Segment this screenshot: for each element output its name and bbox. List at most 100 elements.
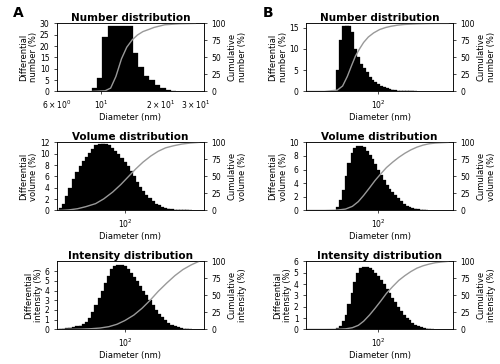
Bar [370, 164, 378, 210]
Bar [132, 182, 139, 210]
Y-axis label: Differential
number (%): Differential number (%) [268, 32, 287, 83]
Bar [140, 88, 166, 91]
Bar [379, 87, 386, 91]
Bar [144, 300, 152, 329]
Bar [342, 190, 348, 210]
Bar [85, 157, 92, 210]
Bar [62, 203, 70, 210]
Bar [354, 148, 360, 210]
Bar [142, 194, 148, 210]
Bar [396, 311, 403, 329]
Bar [107, 148, 114, 210]
Y-axis label: Cumulative
intensity (%): Cumulative intensity (%) [476, 269, 496, 322]
Bar [91, 312, 98, 329]
Bar [394, 198, 400, 210]
Bar [101, 290, 108, 329]
Bar [122, 166, 130, 210]
Bar [342, 25, 348, 91]
Bar [374, 84, 380, 91]
Bar [108, 26, 133, 91]
Bar [113, 154, 120, 210]
Bar [75, 172, 82, 210]
Bar [339, 200, 346, 210]
Bar [388, 90, 394, 91]
Title: Intensity distribution: Intensity distribution [317, 250, 442, 261]
Bar [150, 203, 158, 210]
Bar [399, 314, 406, 329]
Bar [382, 185, 388, 210]
Bar [385, 189, 392, 210]
Bar [110, 269, 118, 329]
Y-axis label: Cumulative
intensity (%): Cumulative intensity (%) [227, 269, 246, 322]
Bar [402, 318, 408, 329]
Bar [374, 170, 380, 210]
Bar [348, 163, 354, 210]
Bar [370, 273, 378, 329]
Bar [379, 180, 386, 210]
Bar [368, 159, 374, 210]
Bar [102, 37, 128, 91]
Bar [72, 328, 80, 329]
Bar [142, 295, 148, 329]
Bar [370, 82, 378, 91]
Bar [414, 209, 420, 210]
Y-axis label: Differential
intensity (%): Differential intensity (%) [273, 269, 292, 322]
Bar [362, 72, 368, 91]
Bar [163, 209, 170, 210]
Bar [120, 266, 127, 329]
X-axis label: Diameter (nm): Diameter (nm) [348, 232, 410, 241]
Bar [402, 206, 408, 210]
Bar [66, 328, 72, 329]
Bar [336, 328, 342, 329]
Bar [410, 325, 417, 329]
Bar [365, 155, 372, 210]
Bar [345, 25, 352, 91]
Bar [88, 153, 96, 210]
Bar [163, 323, 170, 329]
Title: Number distribution: Number distribution [70, 13, 190, 23]
Bar [176, 328, 183, 329]
Bar [94, 145, 102, 210]
Bar [362, 267, 368, 329]
Bar [359, 268, 366, 329]
Bar [166, 325, 173, 329]
Bar [124, 76, 149, 91]
Bar [170, 327, 176, 329]
Bar [408, 323, 414, 329]
Bar [119, 67, 144, 91]
Bar [345, 314, 352, 329]
Bar [390, 195, 397, 210]
Bar [154, 314, 161, 329]
Bar [104, 145, 111, 210]
Bar [110, 151, 118, 210]
Bar [356, 273, 363, 329]
Bar [107, 276, 114, 329]
Bar [98, 143, 105, 210]
X-axis label: Diameter (nm): Diameter (nm) [348, 113, 410, 122]
Bar [68, 188, 75, 210]
Bar [172, 328, 180, 329]
Bar [157, 207, 164, 210]
Bar [350, 49, 357, 91]
Bar [135, 85, 160, 91]
Bar [354, 58, 360, 91]
Bar [390, 302, 397, 329]
Bar [339, 40, 346, 91]
Text: B: B [262, 5, 273, 20]
Title: Number distribution: Number distribution [320, 13, 440, 23]
Bar [154, 205, 161, 210]
Bar [75, 327, 82, 329]
Bar [138, 290, 145, 329]
Bar [345, 177, 352, 210]
Bar [414, 326, 420, 329]
Bar [350, 293, 357, 329]
Bar [365, 76, 372, 91]
Bar [126, 171, 133, 210]
Bar [126, 273, 133, 329]
Bar [408, 208, 414, 210]
Bar [148, 305, 155, 329]
Bar [336, 70, 342, 91]
Bar [368, 80, 374, 91]
Bar [129, 277, 136, 329]
Title: Volume distribution: Volume distribution [72, 132, 188, 142]
